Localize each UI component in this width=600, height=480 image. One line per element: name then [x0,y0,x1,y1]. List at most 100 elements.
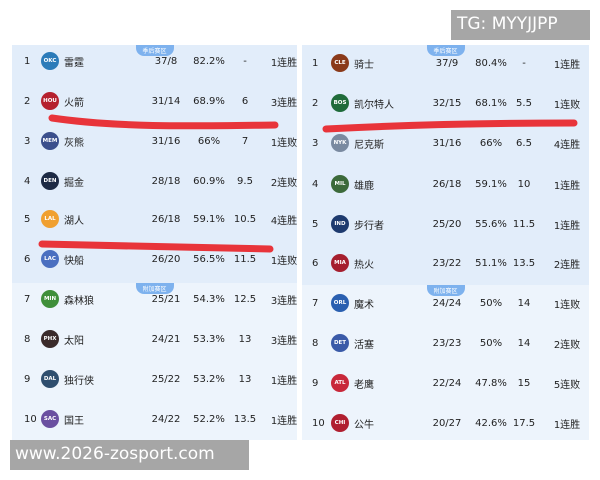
team-name: 凯尔特人 [354,99,394,111]
win-loss: 26/20 [151,253,181,265]
win-pct: 80.4% [475,57,507,69]
win-loss: 37/9 [435,57,459,69]
team-logo-icon: LAC [41,250,59,268]
playoff-zone: 季后赛区 [302,45,589,285]
rank: 2 [24,95,31,107]
playin-zone: 附加赛区 [12,283,297,440]
win-pct: 66% [479,137,503,149]
win-loss: 28/18 [151,175,181,187]
win-loss: 26/18 [151,213,181,225]
playin-zone-badge: 附加赛区 [426,285,465,296]
rank: 7 [24,293,31,305]
team-logo-icon: CLE [331,54,349,72]
tg-watermark: TG: MYYJJPP [451,10,590,40]
standings-row[interactable]: 9 ATL 老鹰 22/24 47.8% 15 5连败 [302,363,589,403]
team-name: 雄鹿 [354,180,374,192]
standings-row[interactable]: 4 MIL 雄鹿 26/18 59.1% 10 1连胜 [302,164,589,204]
playin-zone: 附加赛区 [302,285,589,440]
team-logo-icon: MIL [331,175,349,193]
games-behind: - [243,55,247,67]
team-name: 太阳 [64,335,84,347]
team-name: 骑士 [354,59,374,71]
streak: 4连胜 [553,139,581,151]
win-loss: 31/16 [432,137,462,149]
games-behind: 14 [517,337,531,349]
team-name: 森林狼 [64,295,94,307]
games-behind: 9.5 [237,175,253,187]
standings-row[interactable]: 10 SAC 国王 24/22 52.2% 13.5 1连胜 [12,399,297,439]
team-logo-icon: DAL [41,370,59,388]
standings-row[interactable]: 7 ORL 魔术 24/24 50% 14 1连败 [302,283,589,323]
standings-row[interactable]: 8 PHX 太阳 24/21 53.3% 13 3连胜 [12,319,297,359]
streak: 1连败 [553,99,581,111]
games-behind: 15 [517,377,531,389]
rank: 1 [312,57,319,69]
team-logo-icon: DEN [41,172,59,190]
team-logo-icon: IND [331,215,349,233]
win-pct: 68.1% [475,97,507,109]
games-behind: 13 [238,333,252,345]
games-behind: - [522,57,526,69]
win-pct: 51.1% [475,257,507,269]
standings-row[interactable]: 4 DEN 掘金 28/18 60.9% 9.5 2连败 [12,161,297,201]
win-loss: 26/18 [432,178,462,190]
win-pct: 68.9% [193,95,225,107]
streak: 1连胜 [553,180,581,192]
standings-row[interactable]: 10 CHI 公牛 20/27 42.6% 17.5 1连胜 [302,403,589,440]
games-behind: 13.5 [512,257,536,269]
win-pct: 53.3% [193,333,225,345]
team-logo-icon: ORL [331,294,349,312]
standings-row[interactable]: 7 MIN 森林狼 25/21 54.3% 12.5 3连胜 [12,279,297,319]
standings-row[interactable]: 2 HOU 火箭 31/14 68.9% 6 3连胜 [12,81,297,121]
win-pct: 59.1% [475,178,507,190]
standings-row[interactable]: 3 NYK 尼克斯 31/16 66% 6.5 4连胜 [302,123,589,163]
win-loss: 22/24 [432,377,462,389]
rank: 5 [24,213,31,225]
team-logo-icon: NYK [331,134,349,152]
standings-row[interactable]: 8 DET 活塞 23/23 50% 14 2连败 [302,323,589,363]
games-behind: 11.5 [233,253,257,265]
win-pct: 55.6% [475,218,507,230]
standings-row[interactable]: 5 IND 步行者 25/20 55.6% 11.5 1连胜 [302,204,589,244]
win-loss: 31/14 [151,95,181,107]
win-loss: 37/8 [154,55,178,67]
win-pct: 66% [197,135,221,147]
win-pct: 50% [479,297,503,309]
standings-row[interactable]: 6 LAC 快船 26/20 56.5% 11.5 1连败 [12,239,297,279]
rank: 8 [312,337,319,349]
standings-row[interactable]: 9 DAL 独行侠 25/22 53.2% 13 1连胜 [12,359,297,399]
team-logo-icon: ATL [331,374,349,392]
site-watermark: www.2026-zosport.com [10,440,249,470]
playoff-zone-badge: 季后赛区 [135,45,174,56]
streak: 1连败 [553,299,581,311]
standings-row[interactable]: 2 BOS 凯尔特人 32/15 68.1% 5.5 1连败 [302,83,589,123]
streak: 1连胜 [553,419,581,431]
standings-row[interactable]: 1 OKC 雷霆 37/8 82.2% - 1连胜 [12,45,297,81]
games-behind: 13.5 [233,413,257,425]
win-pct: 50% [479,337,503,349]
streak: 2连败 [553,339,581,351]
games-behind: 10 [517,178,531,190]
win-loss: 24/21 [151,333,181,345]
team-name: 独行侠 [64,375,94,387]
streak: 2连胜 [553,259,581,271]
rank: 2 [312,97,319,109]
streak: 3连胜 [270,295,297,307]
west-standings-panel: 季后赛区 附加赛区 1 OKC 雷霆 37/8 82.2% - 1连胜 2 HOU… [12,45,297,440]
win-pct: 56.5% [193,253,225,265]
team-logo-icon: DET [331,334,349,352]
team-name: 活塞 [354,339,374,351]
standings-row[interactable]: 5 LAL 湖人 26/18 59.1% 10.5 4连胜 [12,199,297,239]
streak: 1连胜 [553,220,581,232]
win-loss: 20/27 [432,417,462,429]
rank: 9 [312,377,319,389]
team-logo-icon: PHX [41,330,59,348]
standings-row[interactable]: 6 MIA 热火 23/22 51.1% 13.5 2连胜 [302,243,589,283]
team-logo-icon: SAC [41,410,59,428]
win-pct: 52.2% [193,413,225,425]
team-name: 魔术 [354,299,374,311]
team-logo-icon: BOS [331,94,349,112]
games-behind: 6 [241,95,249,107]
standings-row[interactable]: 3 MEM 灰熊 31/16 66% 7 1连败 [12,121,297,161]
standings-row[interactable]: 1 CLE 骑士 37/9 80.4% - 1连胜 [302,45,589,83]
